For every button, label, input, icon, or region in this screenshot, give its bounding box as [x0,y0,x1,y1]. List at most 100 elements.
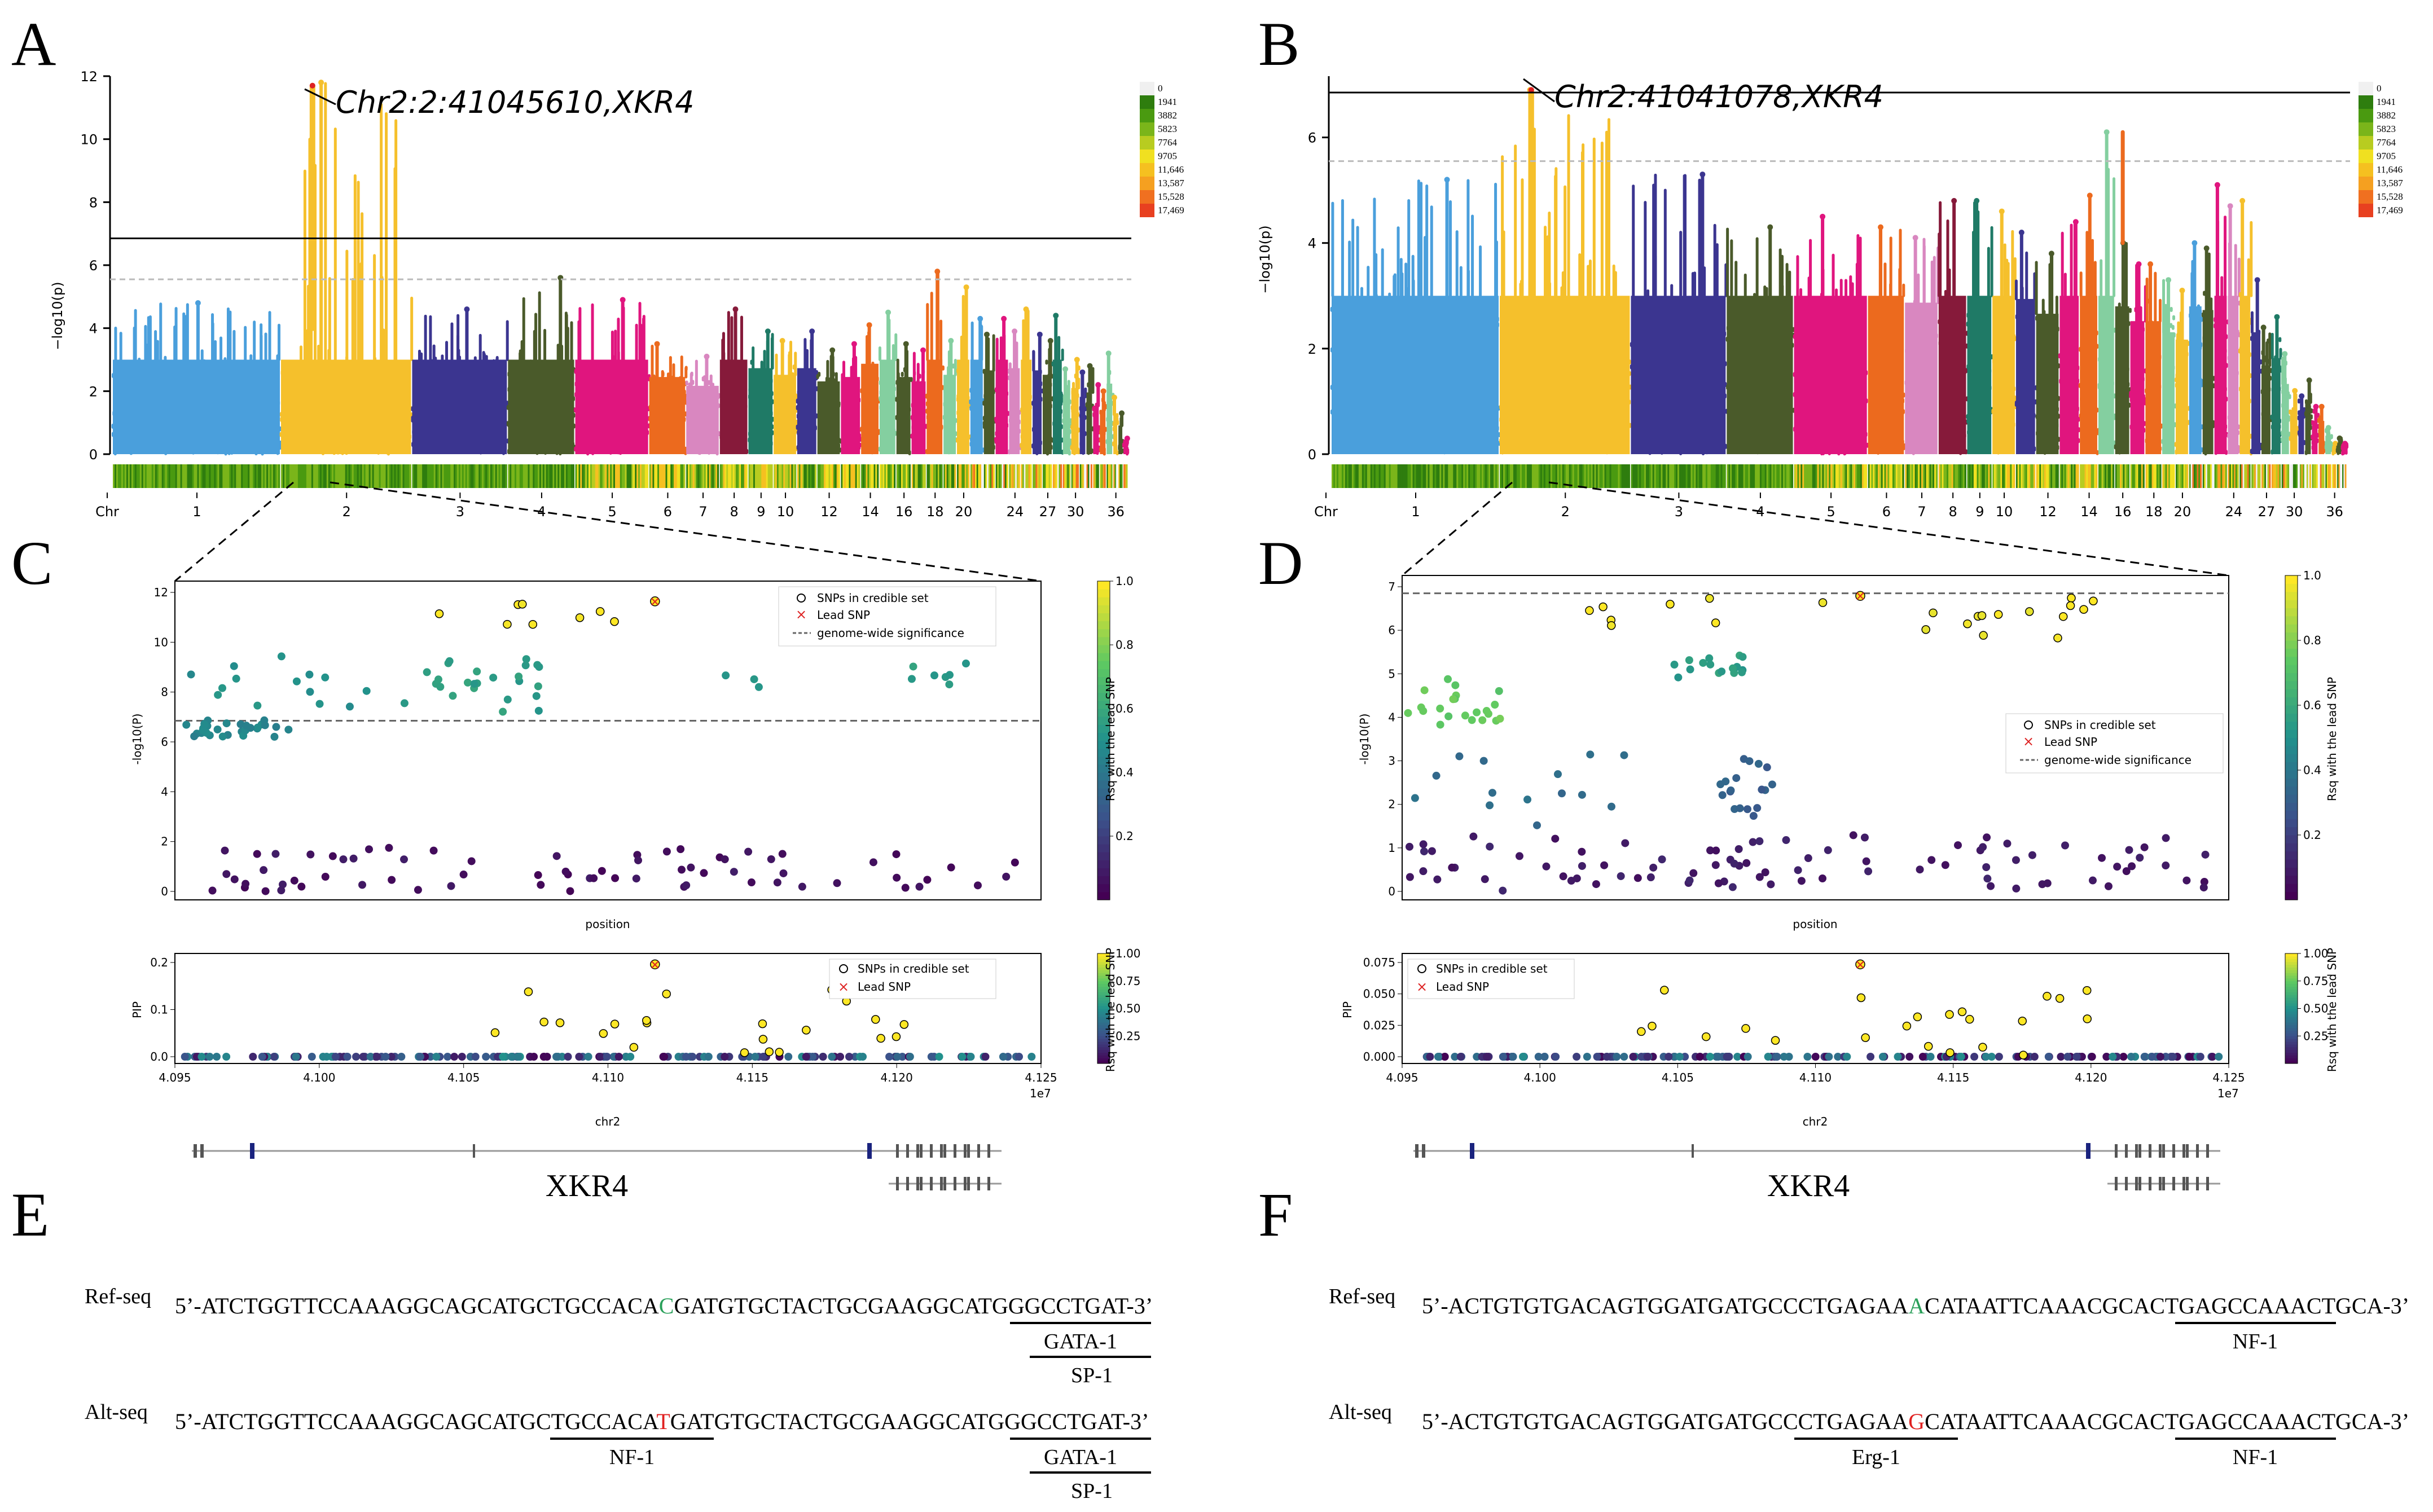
locus-snp-point [1621,839,1630,847]
density-cell [1667,464,1670,488]
pip-credible-point [775,1048,784,1057]
density-cell [456,464,459,488]
pip-snp-point [319,1053,327,1061]
density-cell [2107,464,2110,488]
density-cell [656,464,658,488]
density-cell [1341,464,1344,488]
density-cell [635,464,637,488]
density-cell [980,464,982,488]
density-cell [2027,464,2029,488]
density-cell [1482,464,1484,488]
locus-snp-point [414,886,422,894]
locus-c-colorbar-label: Rsq with the lead SNP [1104,677,1117,801]
density-cell [1897,464,1900,488]
gene-exon [2125,1144,2128,1158]
density-cell [741,464,743,488]
locus-snp-point [1818,598,1828,607]
locus-snp-point [1705,594,1714,603]
density-cell [704,464,706,488]
density-cell [227,464,230,488]
density-cell [331,464,334,488]
x-tick-label: 4.120 [881,1071,913,1084]
locus-snp-point [923,876,932,884]
colorbar-segment [1097,1044,1110,1048]
chr-top-snp-marker [1053,313,1059,319]
density-cell [251,464,253,488]
density-cell [2181,464,2184,488]
density-cell [2229,464,2232,488]
pip-y-tick-label: 0.075 [1363,956,1395,969]
locus-d-frame [1402,575,2229,900]
colorbar-segment [2285,1058,2298,1061]
density-cell [513,464,515,488]
chr-signal-column [2261,365,2270,454]
density-cell [1977,464,1979,488]
density-cell [1043,464,1045,488]
density-cell [1722,464,1724,488]
density-cell [1363,464,1366,488]
legend-d-significance-label: genome-wide significance [2044,753,2192,767]
colorbar-segment [1097,860,1110,868]
density-cell [1538,464,1541,488]
colorbar-segment [1097,1008,1110,1012]
density-cell [2106,464,2109,488]
pip-snp-point [1957,1053,1965,1061]
density-cell [933,464,935,488]
manhattan-b-density-legend: 01941388258237764970511,64613,58715,5281… [2359,82,2403,217]
colorbar-segment [2285,867,2298,876]
gene-c-name: XKR4 [546,1168,628,1203]
density-cell [382,464,385,488]
density-cell [319,464,322,488]
density-cell [2321,464,2324,488]
chr-top-snp-marker [1699,172,1706,178]
colorbar-segment [1097,724,1110,733]
density-cell [1822,464,1824,488]
density-cell [1626,464,1628,488]
density-cell [1817,464,1820,488]
density-cell [1333,464,1336,488]
colorbar-segment [2285,995,2298,998]
density-cell [1705,464,1708,488]
y-tick-label: 12 [154,586,168,599]
pip-snp-point [181,1053,189,1061]
locus-snp-point [1444,675,1452,683]
density-cell [2064,464,2067,488]
gene-exon [906,1144,909,1158]
density-cell [939,464,941,488]
chr-tick-label: 1 [192,504,201,520]
colorbar-segment [1097,709,1110,717]
density-cell [1526,464,1529,488]
density-cell [1006,464,1008,488]
density-cell [618,464,621,488]
density-cell [294,464,297,488]
chr-signal-column [748,368,773,454]
density-cell [1077,464,1079,488]
density-cell [2237,464,2239,488]
density-cell [1873,464,1875,488]
colorbar-segment [1097,1033,1110,1036]
density-cell [362,464,364,488]
gene-exon [2186,1177,2189,1190]
e-ref-snp: C [659,1293,674,1318]
locus-snp-point [1499,886,1507,895]
chr-top-snp-marker [2260,324,2267,331]
locus-snp-point [2066,601,2075,610]
gene-d-name: XKR4 [1767,1168,1850,1203]
colorbar-segment [2285,786,2298,795]
density-cell [2150,464,2153,488]
density-cell [2235,464,2238,488]
colorbar-label: 0.75 [2303,974,2329,988]
locus-snp-point [1927,856,1936,864]
gene-exon [2172,1144,2175,1158]
gene-exon [896,1177,899,1190]
density-cell [2185,464,2187,488]
chr-top-snp-marker [1444,177,1450,183]
density-cell [677,464,679,488]
colorbar-segment [2285,1041,2298,1045]
y-tick-label: 0 [89,447,98,463]
density-cell [788,464,790,488]
colorbar-segment [1097,717,1110,725]
locus-snp-point [1732,774,1741,783]
density-cell [662,464,665,488]
